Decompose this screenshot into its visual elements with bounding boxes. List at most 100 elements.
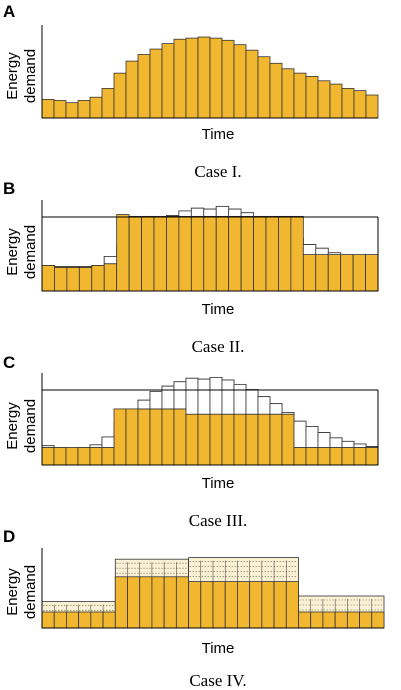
demand-excess-c	[365, 446, 379, 448]
supply-bar-c	[41, 447, 55, 466]
demand-excess-b	[103, 256, 118, 265]
supply-bar-b	[153, 215, 167, 292]
demand-excess-b	[315, 247, 329, 255]
supply-bar-c	[233, 413, 247, 466]
ylabel-energy-c: Energy	[4, 402, 21, 450]
supply-bar-b	[91, 265, 105, 292]
supply-bar-d	[90, 611, 104, 629]
demand-bar-a	[161, 43, 175, 119]
demand-excess-b	[215, 205, 230, 217]
supply-bar-b	[78, 266, 93, 292]
supply-bar-d	[41, 611, 55, 629]
demand-excess-c	[269, 403, 283, 415]
demand-excess-c	[149, 390, 163, 410]
demand-excess-b	[166, 215, 180, 217]
demand-bar-a	[209, 37, 223, 119]
supply-bar-b	[278, 215, 292, 292]
supply-bar-b	[190, 215, 205, 292]
supply-bar-c	[161, 408, 175, 466]
supply-bar-b	[327, 254, 342, 292]
ylabel-energy-a: Energy	[4, 52, 21, 100]
demand-excess-b	[240, 212, 254, 217]
supply-bar-c	[137, 408, 151, 466]
supply-bar-d	[200, 581, 214, 629]
xlabel-a: Time	[202, 126, 235, 143]
supply-bar-c	[257, 413, 271, 466]
ylabel-demand-a: demand	[22, 49, 39, 103]
supply-bar-c	[149, 408, 163, 466]
bars-c	[41, 373, 379, 466]
ylabel-energy-d: Energy	[4, 568, 21, 616]
supply-bar-b	[302, 254, 317, 292]
xlabel-b: Time	[202, 301, 235, 318]
demand-excess-c	[341, 440, 355, 448]
supply-bar-d	[371, 611, 385, 629]
demand-excess-b	[66, 266, 80, 268]
supply-bar-d	[212, 581, 226, 629]
supply-bar-d	[224, 581, 238, 629]
demand-excess-c	[329, 437, 343, 448]
supply-bar-c	[197, 413, 211, 466]
supply-bar-d	[310, 611, 324, 629]
ylabel-demand-d: demand	[22, 565, 39, 619]
demand-bar-a	[329, 83, 343, 119]
ylabel-energy-b: Energy	[4, 228, 21, 276]
demand-bar-a	[185, 37, 199, 119]
supply-bar-d	[188, 581, 202, 629]
demand-bar-a	[365, 94, 379, 119]
supply-bar-d	[273, 581, 287, 629]
demand-excess-c	[101, 436, 115, 448]
supply-bar-d	[163, 576, 177, 629]
supply-bar-b	[215, 215, 230, 292]
supply-bar-d	[237, 581, 251, 629]
supply-bar-d	[114, 576, 128, 629]
demand-bar-a	[53, 100, 67, 119]
supply-bar-b	[54, 266, 68, 292]
supply-bar-b	[253, 215, 267, 292]
caption-b: Case II.	[192, 337, 245, 356]
demand-excess-b	[228, 208, 242, 217]
demand-excess-b	[190, 207, 205, 217]
supply-bar-c	[113, 408, 127, 466]
demand-excess-c	[89, 444, 103, 448]
supply-bar-b	[203, 215, 217, 292]
panel-letter-b: B	[3, 179, 15, 198]
supply-bar-c	[101, 447, 115, 466]
supply-bar-b	[365, 254, 379, 292]
supply-bar-b	[128, 215, 142, 292]
panel-d: D Energy demand Time Case IV.	[3, 527, 385, 690]
supply-bar-d	[127, 576, 141, 629]
ylabel-demand-c: demand	[22, 399, 39, 453]
supply-bar-c	[221, 413, 235, 466]
ylabel-demand-b: demand	[22, 225, 39, 279]
supply-bar-d	[249, 581, 263, 629]
xlabel-d: Time	[202, 640, 235, 657]
demand-excess-c	[41, 445, 55, 448]
panel-letter-d: D	[3, 527, 15, 546]
supply-bar-b	[340, 254, 354, 292]
supply-bar-d	[261, 581, 275, 629]
supply-bar-b	[228, 215, 242, 292]
demand-bar-a	[293, 72, 307, 119]
demand-bar-a	[269, 62, 283, 119]
panel-c: C Energy demand Time Case III.	[3, 353, 379, 530]
supply-bar-b	[41, 265, 55, 292]
xlabel-c: Time	[202, 475, 235, 492]
caption-d: Case IV.	[189, 671, 246, 690]
demand-excess-b	[327, 252, 342, 255]
supply-bar-c	[293, 447, 307, 466]
supply-bar-d	[175, 576, 189, 629]
panel-a: A Energy demand Time Case I.	[3, 2, 379, 181]
demand-bar-a	[137, 54, 151, 119]
supply-bar-c	[281, 413, 295, 466]
caption-a: Case I.	[194, 162, 241, 181]
demand-excess-b	[54, 266, 68, 268]
demand-bar-a	[77, 100, 91, 119]
supply-bar-c	[365, 447, 379, 466]
supply-bar-b	[315, 254, 329, 292]
demand-excess-b	[203, 208, 217, 217]
supply-bar-b	[66, 266, 80, 292]
supply-bar-c	[269, 413, 283, 466]
demand-bar-a	[233, 44, 247, 119]
